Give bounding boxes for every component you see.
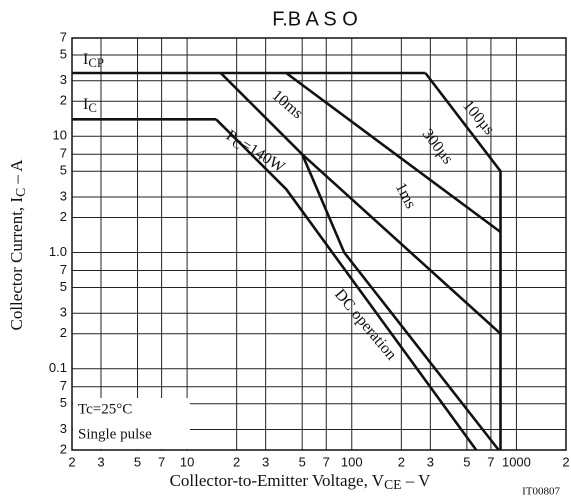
- x-tick-label: 10: [180, 454, 194, 469]
- y-tick-label: 7: [60, 378, 67, 393]
- x-tick-label: 3: [262, 454, 269, 469]
- limit-line: [219, 72, 500, 451]
- y-tick-label: 5: [60, 163, 67, 178]
- text-part: I: [83, 96, 88, 113]
- plot-frame: [71, 37, 567, 451]
- y-axis-label: Collector Current, IC – A: [7, 159, 28, 331]
- y-tick-label: 2: [60, 93, 67, 108]
- x-tick-label: 3: [427, 454, 434, 469]
- limit-line: [215, 118, 478, 451]
- subscript: C: [13, 188, 28, 197]
- limit-line: [301, 153, 502, 335]
- y-tick-label: 3: [60, 188, 67, 203]
- x-tick-label: 2: [562, 454, 569, 469]
- y-tick-label: 0.1: [49, 360, 67, 375]
- text-part: Collector-to-Emitter Voltage, V: [170, 471, 385, 490]
- x-tick-label: 7: [158, 454, 165, 469]
- x-tick-label: 2: [68, 454, 75, 469]
- x-tick-label: 2: [398, 454, 405, 469]
- y-tick-label: 10: [53, 128, 67, 143]
- x-tick-label: 2: [233, 454, 240, 469]
- subscript: CP: [88, 56, 104, 70]
- text-part: – A: [7, 159, 26, 188]
- x-tick-label: 7: [487, 454, 494, 469]
- x-tick-label: 5: [134, 454, 141, 469]
- text-part: – V: [401, 471, 431, 490]
- x-tick-label: 5: [299, 454, 306, 469]
- condition-label: Tc=25°C: [78, 401, 132, 417]
- limit-line: [424, 72, 502, 450]
- conditions-box: [73, 398, 190, 449]
- y-tick-label: 1.0: [49, 244, 67, 259]
- x-tick-label: 5: [463, 454, 470, 469]
- y-tick-label: 7: [60, 262, 67, 277]
- y-tick-label: 3: [60, 421, 67, 436]
- subscript: CE: [384, 477, 401, 492]
- x-axis-label: Collector-to-Emitter Voltage, VCE – V: [170, 471, 432, 492]
- x-tick-label: 1000: [502, 454, 531, 469]
- limit-line: [285, 71, 502, 234]
- y-tick-label: 5: [60, 395, 67, 410]
- y-tick-label: 2: [60, 441, 67, 456]
- line-annotation: ICP: [83, 51, 104, 70]
- y-tick-label: 5: [60, 279, 67, 294]
- x-tick-label: 100: [341, 454, 363, 469]
- line-annotation: IC: [83, 96, 97, 115]
- y-tick-label: 7: [60, 146, 67, 161]
- condition-label: Single pulse: [78, 426, 152, 442]
- figure-code: IT00807: [522, 486, 560, 498]
- y-tick-label: 3: [60, 72, 67, 87]
- x-tick-label: 7: [323, 454, 330, 469]
- y-tick-label: 5: [60, 46, 67, 61]
- y-tick-label: 2: [60, 325, 67, 340]
- subscript: C: [88, 101, 97, 115]
- y-tick-label: 3: [60, 305, 67, 320]
- text-part: Collector Current, I: [7, 197, 26, 331]
- y-tick-label: 7: [60, 29, 67, 44]
- y-tick-label: 2: [60, 209, 67, 224]
- text-part: I: [83, 51, 88, 68]
- chart-title: F.B A S O: [272, 8, 358, 30]
- x-tick-label: 3: [97, 454, 104, 469]
